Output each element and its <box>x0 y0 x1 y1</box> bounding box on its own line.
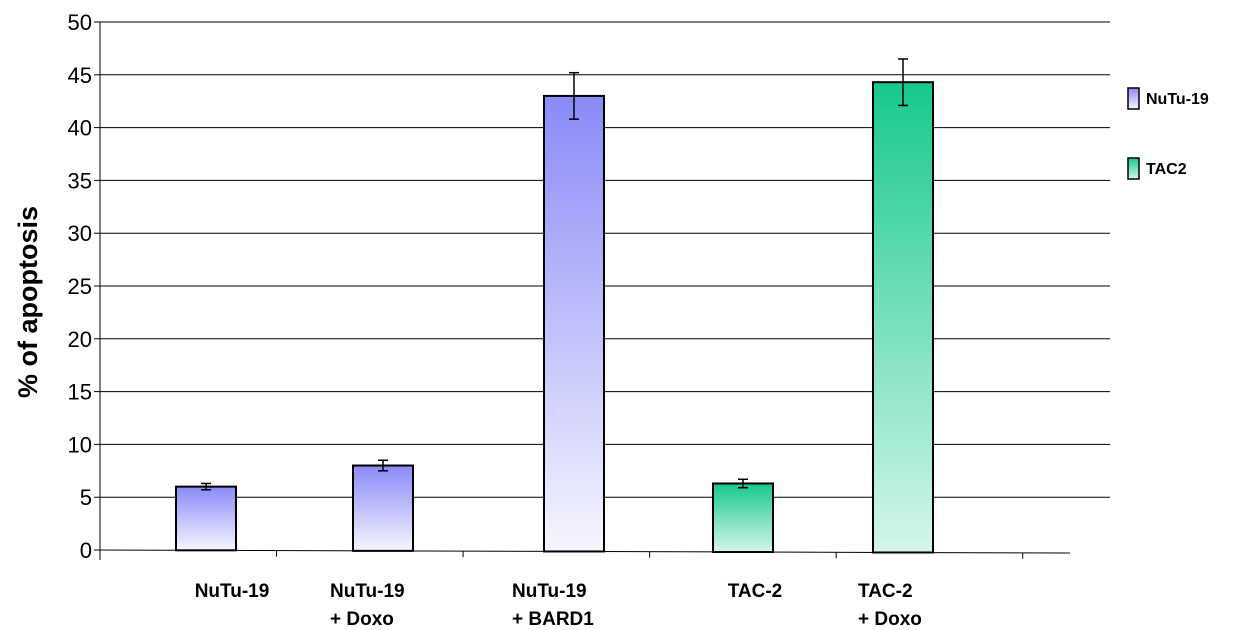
x-tick-label: + Doxo <box>330 609 394 630</box>
legend-label-2: TAC2 <box>1146 161 1187 178</box>
legend-swatch-1 <box>1127 87 1140 110</box>
y-tick-label: 5 <box>80 485 92 510</box>
bars <box>175 81 934 554</box>
bar-4 <box>712 482 774 553</box>
bar-3 <box>543 94 605 553</box>
x-tick-label: + BARD1 <box>512 609 594 630</box>
bar-2 <box>352 464 414 552</box>
legend: NuTu-19 TAC2 <box>1127 87 1209 180</box>
y-axis-label: % of apoptosis <box>13 206 43 398</box>
y-tick-label: 35 <box>68 168 92 193</box>
y-tick-label: 50 <box>68 10 92 35</box>
y-tick-label: 30 <box>68 221 92 246</box>
x-tick-label: NuTu-19 <box>512 581 587 602</box>
y-tick-label: 40 <box>68 116 92 141</box>
x-tick-label: TAC-2 <box>728 581 783 602</box>
x-tick-label: TAC-2 <box>858 581 913 602</box>
y-tick-label: 25 <box>68 274 92 299</box>
y-tick-label: 20 <box>68 327 92 352</box>
legend-swatch-2 <box>1127 157 1140 180</box>
x-tick-label: NuTu-19 <box>330 581 405 602</box>
x-tick-label: + Doxo <box>858 609 922 630</box>
y-tick-label: 0 <box>80 538 92 563</box>
bar-1 <box>175 485 237 552</box>
bar-5 <box>872 81 934 554</box>
y-tick-label: 10 <box>68 432 92 457</box>
y-axis: 0 5 10 15 20 25 30 35 40 45 50 <box>68 10 101 563</box>
x-tick-labels: NuTu-19 NuTu-19 + Doxo NuTu-19 + BARD1 TAC-2 T… <box>195 581 922 630</box>
error-bars <box>201 58 908 491</box>
y-tick-label: 15 <box>68 380 92 405</box>
y-tick-label: 45 <box>68 63 92 88</box>
legend-label-1: NuTu-19 <box>1146 91 1209 108</box>
x-tick-label: NuTu-19 <box>195 581 270 602</box>
